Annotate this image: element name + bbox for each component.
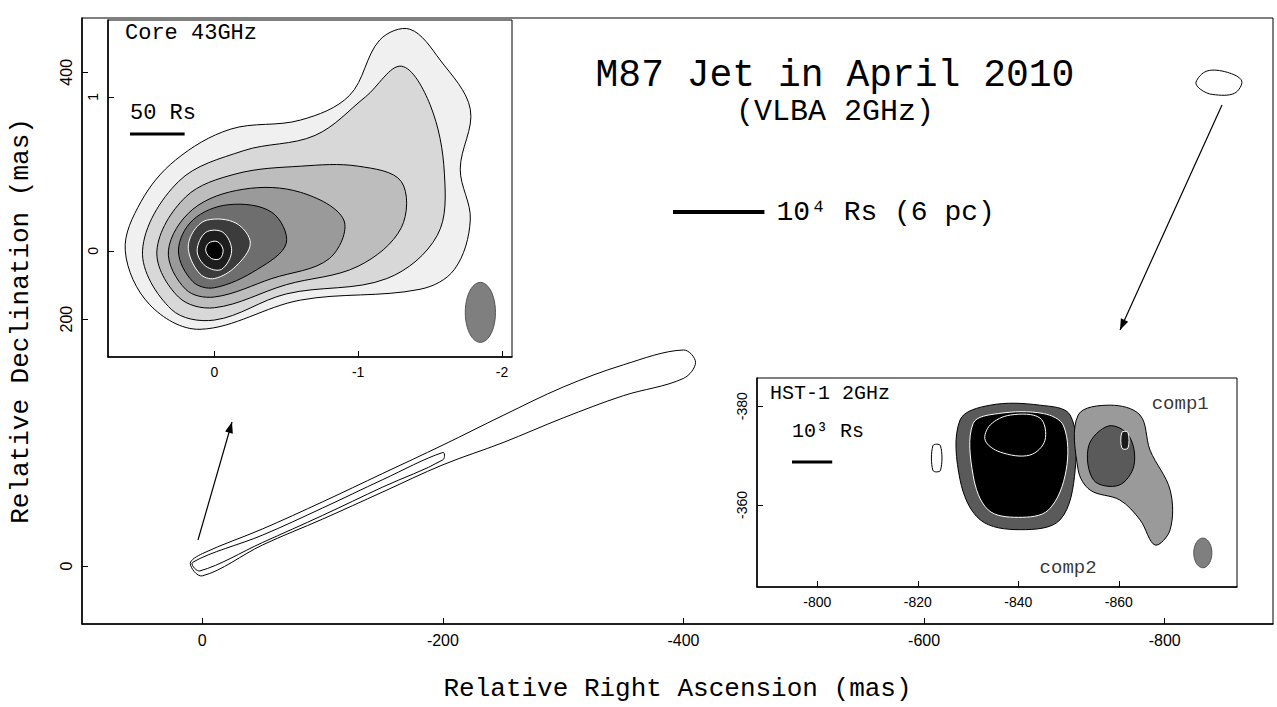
svg-text:0: 0 xyxy=(198,632,207,649)
svg-text:-600: -600 xyxy=(908,632,940,649)
svg-text:200: 200 xyxy=(58,306,75,333)
svg-text:10⁴ Rs (6 pc): 10⁴ Rs (6 pc) xyxy=(776,197,994,228)
svg-text:-200: -200 xyxy=(427,632,459,649)
svg-text:0: 0 xyxy=(85,247,101,255)
svg-text:0: 0 xyxy=(58,561,75,570)
svg-text:-1: -1 xyxy=(352,364,365,380)
svg-text:-800: -800 xyxy=(803,594,831,610)
svg-text:-2: -2 xyxy=(496,364,509,380)
svg-text:HST-1 2GHz: HST-1 2GHz xyxy=(770,382,890,405)
svg-text:0: 0 xyxy=(210,364,218,380)
svg-text:-400: -400 xyxy=(667,632,699,649)
svg-text:-360: -360 xyxy=(734,491,750,519)
svg-text:M87 Jet in April 2010: M87 Jet in April 2010 xyxy=(596,54,1075,97)
svg-text:Relative Declination (mas): Relative Declination (mas) xyxy=(6,118,36,524)
svg-text:comp1: comp1 xyxy=(1152,393,1209,415)
svg-text:Relative Right Ascension (mas): Relative Right Ascension (mas) xyxy=(443,674,911,704)
svg-text:(VLBA 2GHz): (VLBA 2GHz) xyxy=(736,95,934,129)
svg-text:-820: -820 xyxy=(904,594,932,610)
svg-text:50 Rs: 50 Rs xyxy=(130,101,196,126)
svg-text:-800: -800 xyxy=(1149,632,1181,649)
svg-text:Core 43GHz: Core 43GHz xyxy=(125,21,257,46)
svg-text:-860: -860 xyxy=(1105,594,1133,610)
svg-text:400: 400 xyxy=(58,59,75,86)
svg-text:-380: -380 xyxy=(734,392,750,420)
svg-text:comp2: comp2 xyxy=(1040,557,1097,579)
svg-text:10³ Rs: 10³ Rs xyxy=(792,420,864,443)
svg-text:1: 1 xyxy=(85,93,101,101)
svg-text:-840: -840 xyxy=(1004,594,1032,610)
